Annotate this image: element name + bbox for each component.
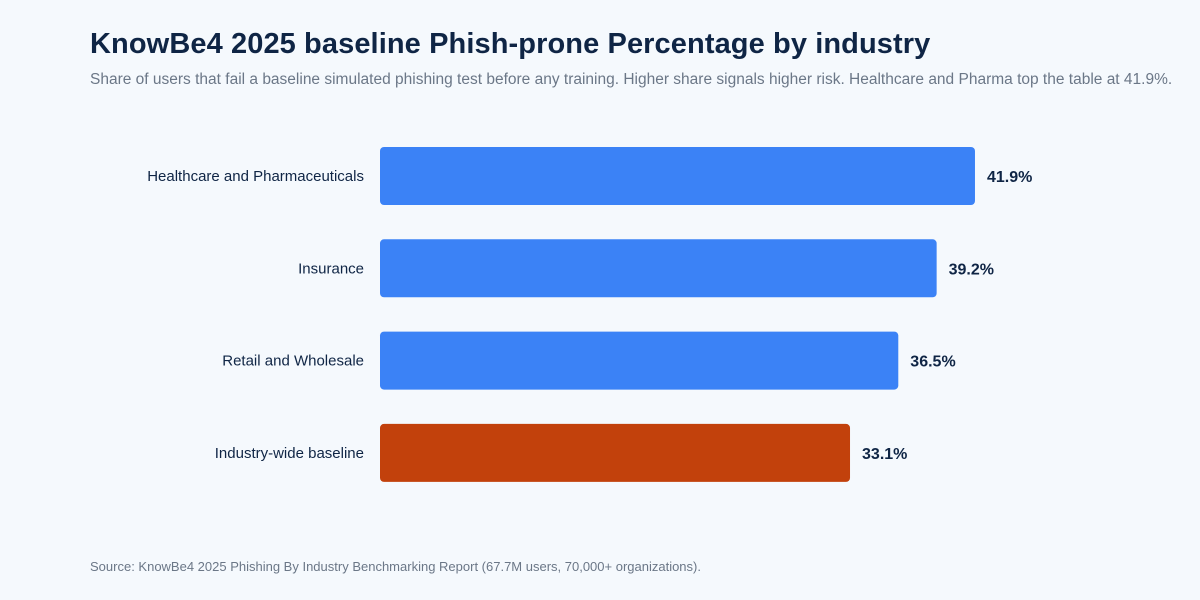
value-label-0: 41.9%: [987, 169, 1032, 186]
value-label-1: 39.2%: [949, 261, 994, 278]
category-label-2: Retail and Wholesale: [222, 353, 364, 370]
chart-subtitle: Share of users that fail a baseline simu…: [90, 71, 1173, 88]
value-label-3: 33.1%: [862, 446, 907, 463]
bar-1: [380, 239, 937, 298]
category-label-0: Healthcare and Pharmaceuticals: [147, 168, 364, 185]
bar-2: [380, 331, 899, 390]
category-label-1: Insurance: [298, 260, 364, 277]
chart-title: KnowBe4 2025 baseline Phish-prone Percen…: [90, 28, 931, 60]
bar-0: [380, 147, 975, 205]
value-label-2: 36.5%: [910, 354, 955, 371]
source-note: Source: KnowBe4 2025 Phishing By Industr…: [90, 559, 701, 574]
bar-3: [380, 423, 851, 482]
category-label-3: Industry-wide baseline: [215, 445, 364, 462]
